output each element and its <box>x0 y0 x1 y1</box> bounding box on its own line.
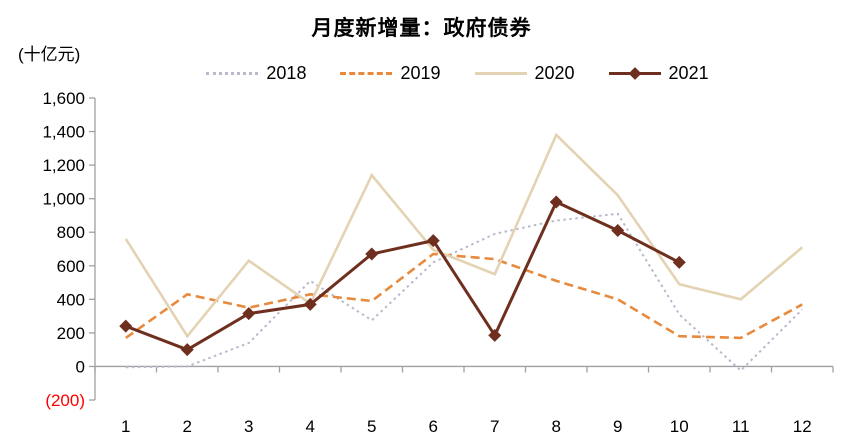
legend-item-2021: 2021 <box>608 63 709 84</box>
legend-swatch-2018 <box>206 72 259 75</box>
series-line-2020 <box>124 132 804 339</box>
x-axis-tick-label: 1 <box>121 417 130 436</box>
legend-label-2021: 2021 <box>668 63 709 83</box>
y-axis-tick-label: 1,400 <box>42 123 85 142</box>
legend-item-2019: 2019 <box>340 63 441 84</box>
series-marker-2021 <box>611 224 625 238</box>
x-axis-tick-label: 11 <box>732 417 750 436</box>
series-marker-2021 <box>426 234 440 248</box>
y-axis-tick-label: (200) <box>45 391 85 410</box>
legend-swatch-2020 <box>474 72 527 75</box>
legend-item-2020: 2020 <box>474 63 575 84</box>
series-line-2021 <box>125 200 680 352</box>
series-marker-2021 <box>119 319 133 333</box>
y-axis-tick-label: 1,600 <box>42 89 85 108</box>
y-axis-tick-label: 400 <box>57 290 85 309</box>
x-axis-tick-label: 12 <box>793 417 812 436</box>
series-line-2019 <box>125 252 803 340</box>
legend: 2018 2019 2020 2021 <box>0 63 843 84</box>
y-axis-tick-label: 0 <box>76 357 85 376</box>
legend-swatch-2019 <box>340 72 393 75</box>
legend-item-2018: 2018 <box>206 63 306 84</box>
y-axis-tick-label: 1,200 <box>42 156 85 175</box>
x-axis-tick-label: 2 <box>183 417 192 436</box>
x-axis-tick-label: 3 <box>244 417 253 436</box>
x-axis-tick-label: 8 <box>552 417 561 436</box>
series-marker-2021 <box>365 247 379 261</box>
legend-label-2018: 2018 <box>266 63 307 83</box>
legend-swatch-2021 <box>608 67 661 80</box>
legend-label-2019: 2019 <box>400 63 441 83</box>
series-marker-2021 <box>488 328 502 342</box>
series-marker-2021 <box>549 195 563 209</box>
chart-title: 月度新增量：政府债券 <box>311 17 532 40</box>
x-axis-tick-label: 6 <box>429 417 438 436</box>
series-marker-2021 <box>242 307 256 321</box>
series-line-2018 <box>125 212 804 372</box>
series-marker-2021 <box>672 255 686 269</box>
x-axis-tick-label: 4 <box>306 417 315 436</box>
series-marker-2021 <box>303 297 317 311</box>
x-axis-tick-label: 10 <box>670 417 689 436</box>
y-axis-tick-label: 200 <box>57 324 85 343</box>
series-marker-2021 <box>180 343 194 357</box>
x-axis-tick-label: 9 <box>613 417 622 436</box>
x-axis-tick-label: 5 <box>367 417 376 436</box>
y-axis-tick-label: 1,000 <box>42 190 85 209</box>
legend-label-2020: 2020 <box>534 63 575 83</box>
y-axis-unit-label: (十亿元) <box>18 45 81 64</box>
x-axis-tick-label: 7 <box>490 417 499 436</box>
y-axis-tick-label: 600 <box>57 257 85 276</box>
y-axis-tick-label: 800 <box>57 223 85 242</box>
